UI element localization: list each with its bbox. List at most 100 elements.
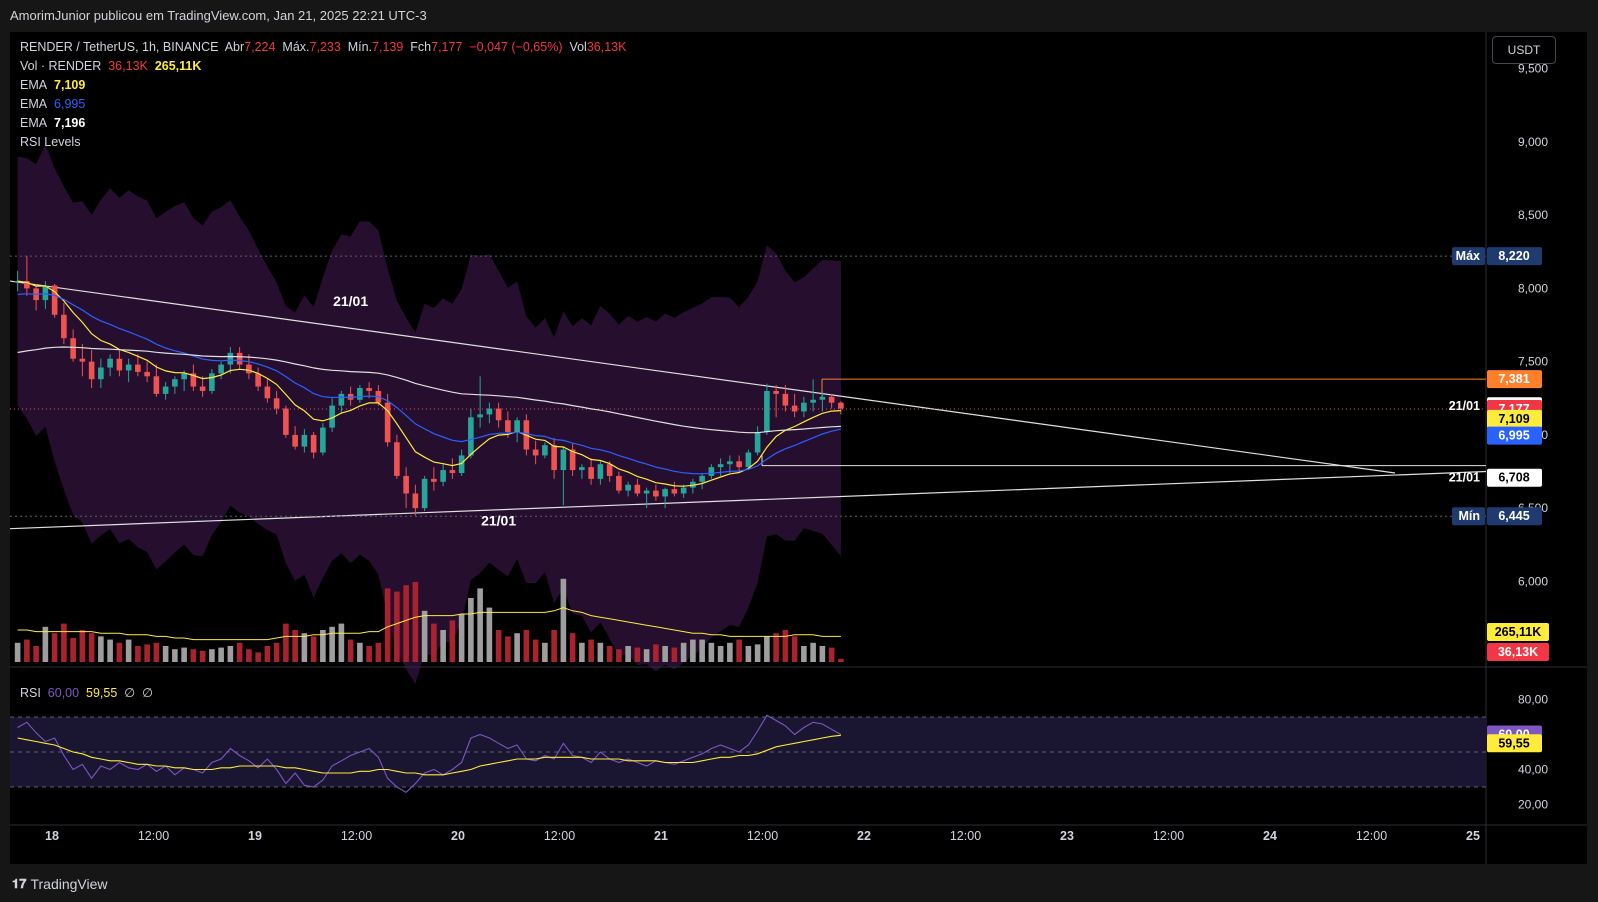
legend-rsi-levels-row[interactable]: RSI Levels xyxy=(20,133,626,152)
symbol-name[interactable]: RENDER / TetherUS, 1h, BINANCE xyxy=(20,40,219,54)
volume-bar xyxy=(477,588,483,662)
vol-label: Vol xyxy=(569,40,587,54)
candle-body xyxy=(458,455,465,473)
annotations: 21/01 21/01 xyxy=(333,293,516,529)
legend-ema2-row[interactable]: EMA 6,995 xyxy=(20,95,626,114)
candle-body xyxy=(246,364,252,374)
candle-body xyxy=(625,484,631,491)
volume-bar xyxy=(810,642,816,662)
candle-body xyxy=(495,408,502,421)
candle-body xyxy=(70,338,76,359)
volume-bar xyxy=(98,636,104,662)
price-label-tag: Máx xyxy=(1456,249,1480,263)
price-axis: 9,5009,0008,5008,0007,5007,0006,5006,000… xyxy=(1518,62,1548,812)
price-tick-label: 7,500 xyxy=(1518,355,1548,369)
volume-bar xyxy=(320,630,326,662)
volume-ma-line xyxy=(17,607,841,641)
candle-body xyxy=(42,285,49,301)
candle-body xyxy=(125,364,132,371)
price-label-value: 6,708 xyxy=(1498,471,1529,485)
candle-body xyxy=(24,281,30,289)
volume-bar xyxy=(51,633,58,662)
volume-bar xyxy=(486,607,493,662)
ema-slow-line xyxy=(17,346,841,434)
volume-bar xyxy=(680,642,687,662)
time-tick-label: 24 xyxy=(1263,829,1277,843)
rsi-label-value: 59,55 xyxy=(1498,736,1529,750)
time-tick-label: 21 xyxy=(654,829,668,843)
rsi-legend[interactable]: RSI 60,00 59,55 ∅ ∅ xyxy=(20,685,153,700)
volume-bar xyxy=(708,642,715,662)
time-tick-label: 18 xyxy=(45,829,59,843)
candle-body xyxy=(181,373,187,380)
time-tick-label: 12:00 xyxy=(1153,829,1184,843)
time-tick-label: 12:00 xyxy=(747,829,778,843)
volume-bar xyxy=(532,639,539,662)
volume-bar xyxy=(764,636,770,662)
candle-body xyxy=(828,396,835,403)
rsi-label: RSI xyxy=(20,686,41,700)
rsi-tick-label: 80,00 xyxy=(1518,693,1548,707)
candle-body xyxy=(218,364,224,374)
volume-bar xyxy=(79,630,86,662)
rsi-label-box xyxy=(1487,734,1542,753)
candle-body xyxy=(190,373,197,387)
volume-title: Vol · RENDER xyxy=(20,59,102,73)
candle-body xyxy=(135,364,141,372)
chart-canvas[interactable]: 9,5009,0008,5008,0007,5007,0006,5006,000… xyxy=(10,32,1587,864)
time-tick-label: 12:00 xyxy=(950,829,981,843)
candle-body xyxy=(643,490,650,494)
volume-bar xyxy=(736,639,742,662)
candle-body xyxy=(116,358,123,371)
legend-ema1-row[interactable]: EMA 7,109 xyxy=(20,76,626,95)
volume-bar xyxy=(791,636,798,662)
volume-bar xyxy=(70,638,76,662)
rsi-levels-label: RSI Levels xyxy=(20,135,81,149)
candle-body xyxy=(273,398,280,409)
candle-body xyxy=(468,417,474,456)
tradingview-logo[interactable]: 𝟏𝟕 TradingView xyxy=(12,876,108,892)
legend-volume-row[interactable]: Vol · RENDER 36,13K 265,11K xyxy=(20,57,626,76)
candle-body xyxy=(653,490,659,497)
candle-body xyxy=(736,461,742,468)
close-label: Fch xyxy=(410,40,432,54)
candle-body xyxy=(440,470,446,482)
ema-fast-line xyxy=(17,280,841,487)
price-label-box xyxy=(1487,507,1542,526)
candle-body xyxy=(338,393,345,406)
price-label-box xyxy=(1487,426,1542,445)
candle-body xyxy=(514,420,520,432)
volume-bar xyxy=(828,647,835,662)
chart-frame[interactable]: 9,5009,0008,5008,0007,5007,0006,5006,000… xyxy=(10,32,1587,864)
volume-bar xyxy=(717,646,724,662)
volume-bar xyxy=(431,623,437,662)
candle-body xyxy=(144,371,150,377)
candle-body xyxy=(551,445,557,471)
legend-ema3-row[interactable]: EMA 7,196 xyxy=(20,114,626,133)
tradingview-brand: TradingView xyxy=(30,876,108,892)
candle-body xyxy=(329,405,335,428)
legend-ohlc-row: RENDER / TetherUS, 1h, BINANCE Abr7,224 … xyxy=(20,38,626,57)
publish-info: AmorimJunior publicou em TradingView.com… xyxy=(10,8,427,23)
candle-body xyxy=(98,367,104,380)
time-axis: 18 12:00 19 12:00 20 12:00 21 12:00 22 12:00 23 12:… xyxy=(45,829,1480,843)
volume-bar xyxy=(236,642,243,662)
volume-bar xyxy=(505,636,511,662)
volume-bar xyxy=(625,646,631,662)
price-label-box xyxy=(1487,409,1542,428)
price-label-box xyxy=(1487,468,1542,487)
time-tick-label: 23 xyxy=(1060,829,1074,843)
time-tick-label: 12:00 xyxy=(1356,829,1387,843)
volume-bar xyxy=(523,630,530,662)
candle-body xyxy=(708,467,715,476)
volume-bar xyxy=(61,623,67,662)
time-tick-label: 12:00 xyxy=(341,829,372,843)
candle-body xyxy=(588,467,594,479)
candle-body xyxy=(542,445,548,456)
candle-body xyxy=(597,464,604,479)
currency-button[interactable]: USDT xyxy=(1492,36,1556,64)
high-value: 7,233 xyxy=(309,40,341,54)
candle-body xyxy=(366,388,372,391)
candle-body xyxy=(699,475,705,482)
volume-bar xyxy=(671,647,678,662)
